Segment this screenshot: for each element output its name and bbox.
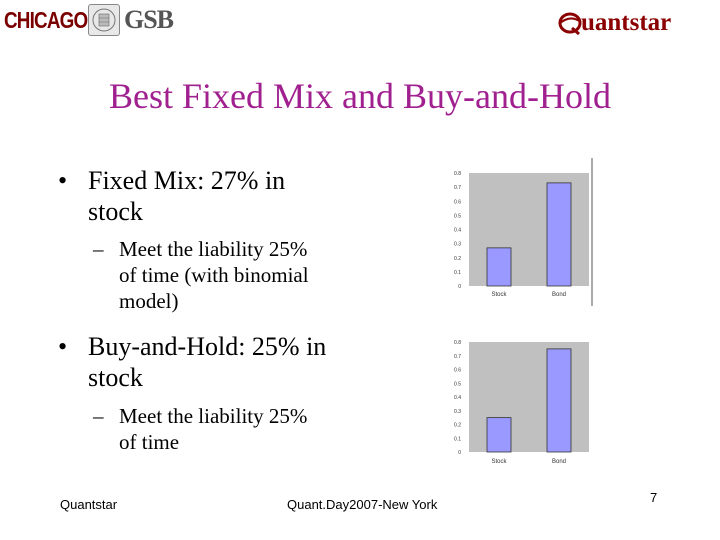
footer-center: Quant.Day2007-New York xyxy=(287,497,438,512)
y-tick-label: 0.2 xyxy=(454,256,461,262)
y-tick-label: 0.3 xyxy=(454,409,461,415)
y-tick-label: 0.8 xyxy=(454,171,461,177)
sub-bullet-line: Meet the liability 25% xyxy=(119,237,308,261)
bullet-text-line: Buy-and-Hold: 25% in xyxy=(88,332,327,361)
y-tick-label: 0.4 xyxy=(454,395,461,401)
sub-bullet-line: of time xyxy=(119,430,180,454)
bar-bond xyxy=(546,348,572,453)
sub-bullet-marker: – xyxy=(93,404,104,428)
slide-title: Best Fixed Mix and Buy-and-Hold xyxy=(109,76,611,116)
y-tick-label: 0.1 xyxy=(454,436,461,442)
bullet-marker: • xyxy=(58,332,68,361)
sub-bullet-line: of time (with binomial xyxy=(119,263,309,287)
y-tick-label: 0 xyxy=(458,284,461,290)
quantstar-q-icon xyxy=(558,12,582,36)
y-tick-label: 0.6 xyxy=(454,368,461,374)
fixed-mix-allocation-chart: 0 0.1 0.2 0.3 0.4 0.5 0.6 0.7 0.8 Stock Bond xyxy=(454,158,593,306)
x-category-label: Bond xyxy=(552,292,566,298)
x-category-label: Stock xyxy=(491,292,507,298)
bullet-marker: • xyxy=(58,166,68,195)
footer-left: Quantstar xyxy=(60,497,118,512)
sub-bullet-marker: – xyxy=(93,237,104,261)
x-category-label: Stock xyxy=(491,459,507,465)
y-tick-label: 0.3 xyxy=(454,242,461,248)
sub-bullet-buy-and-hold: – Meet the liability 25% of time xyxy=(93,403,308,455)
bullet-fixed-mix: • Fixed Mix: 27% in stock xyxy=(58,165,286,227)
y-tick-label: 0.5 xyxy=(454,213,461,219)
page-number: 7 xyxy=(650,490,658,505)
bullet-text-line: Fixed Mix: 27% in xyxy=(88,166,286,195)
bullet-text-line: stock xyxy=(88,363,143,392)
gsb-logo-text: GSB xyxy=(124,5,174,34)
bullet-buy-and-hold: • Buy-and-Hold: 25% in stock xyxy=(58,331,327,393)
chicago-logo-text: CHICAGO xyxy=(4,6,88,33)
y-tick-label: 0.8 xyxy=(454,340,461,346)
y-tick-label: 0 xyxy=(458,450,461,456)
y-tick-label: 0.4 xyxy=(454,228,461,234)
chicago-gsb-logo: CHICAGO GSB xyxy=(4,2,174,38)
x-category-label: Bond xyxy=(552,459,566,465)
y-tick-label: 0.5 xyxy=(454,381,461,387)
y-tick-label: 0.6 xyxy=(454,199,461,205)
bar-stock xyxy=(486,247,512,287)
sub-bullet-line: model) xyxy=(119,289,179,313)
quantstar-wordmark: uantstar xyxy=(581,9,672,36)
sub-bullet-line: Meet the liability 25% xyxy=(119,404,308,428)
quantstar-logo: uantstar xyxy=(557,6,671,40)
bar-bond xyxy=(546,182,572,287)
university-seal-icon xyxy=(88,4,120,36)
y-tick-label: 0.7 xyxy=(454,354,461,360)
y-tick-label: 0.2 xyxy=(454,423,461,429)
buy-and-hold-allocation-chart: 0 0.1 0.2 0.3 0.4 0.5 0.6 0.7 0.8 Stock Bond xyxy=(454,340,589,465)
bullet-text-line: stock xyxy=(88,197,143,226)
y-tick-label: 0.7 xyxy=(454,185,461,191)
y-tick-label: 0.1 xyxy=(454,270,461,276)
bar-stock xyxy=(486,417,512,453)
sub-bullet-fixed-mix: – Meet the liability 25% of time (with b… xyxy=(93,236,309,314)
